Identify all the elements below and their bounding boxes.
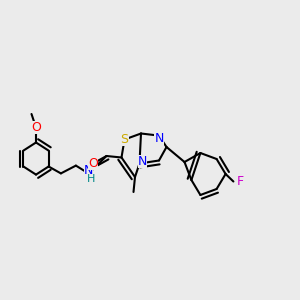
Text: O: O xyxy=(31,121,41,134)
Text: N: N xyxy=(138,154,147,168)
Text: H: H xyxy=(87,174,96,184)
Text: O: O xyxy=(88,157,98,170)
Text: N: N xyxy=(154,131,164,145)
Text: S: S xyxy=(121,133,128,146)
Text: N: N xyxy=(84,164,93,178)
Text: F: F xyxy=(236,175,244,188)
